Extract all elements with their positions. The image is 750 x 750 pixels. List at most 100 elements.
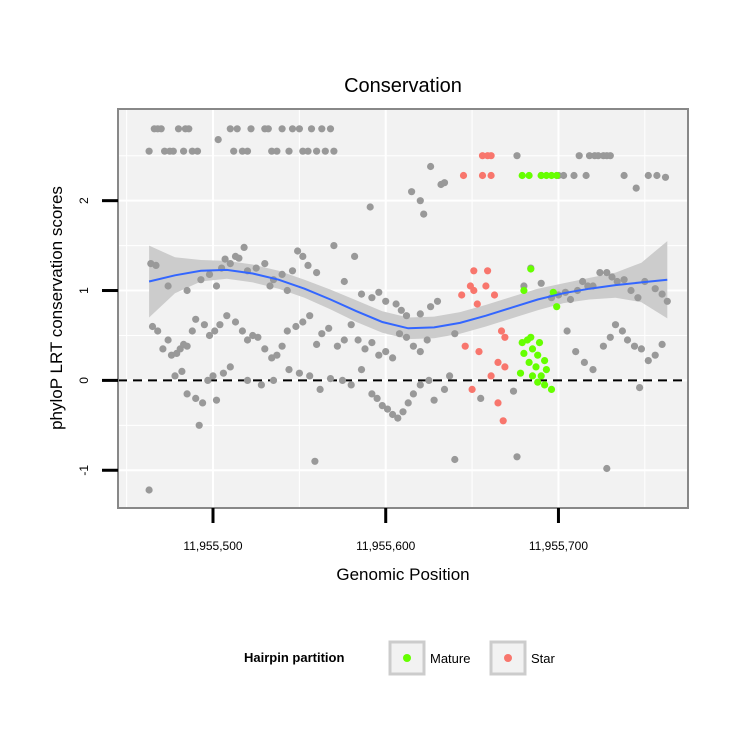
point-other: [295, 125, 303, 133]
point-other: [152, 261, 160, 269]
point-other: [178, 367, 186, 375]
point-other: [423, 336, 431, 344]
point-other: [451, 330, 459, 338]
point-other: [368, 294, 376, 302]
point-mature: [525, 358, 533, 366]
point-other: [200, 321, 208, 329]
point-other: [373, 394, 381, 402]
legend-marker-mature: [403, 654, 411, 662]
point-mature: [516, 369, 525, 377]
point-other: [606, 333, 614, 341]
point-other: [658, 340, 666, 348]
y-tick-label: 0: [77, 377, 91, 384]
chart-title: Conservation: [344, 75, 462, 97]
point-other: [399, 408, 407, 416]
point-other: [164, 336, 172, 344]
point-other: [252, 264, 260, 272]
point-other: [651, 351, 659, 359]
point-other: [326, 125, 335, 133]
point-other: [278, 270, 286, 278]
point-other: [193, 147, 202, 155]
point-star: [478, 171, 487, 180]
point-other: [278, 125, 286, 133]
point-star: [494, 358, 502, 366]
point-other: [375, 351, 383, 359]
point-mature: [541, 381, 549, 389]
point-other: [389, 354, 397, 362]
point-mature: [534, 351, 542, 359]
point-other: [212, 396, 221, 404]
point-other: [416, 381, 424, 389]
point-other: [269, 376, 278, 384]
point-star: [490, 291, 499, 299]
point-other: [357, 366, 366, 374]
point-other: [313, 147, 321, 155]
point-other: [154, 327, 162, 335]
point-mature: [528, 345, 537, 353]
point-other: [318, 330, 326, 338]
point-mature: [534, 378, 542, 386]
point-mature: [527, 265, 535, 273]
point-other: [238, 327, 246, 335]
y-axis: -1 0 1 2: [77, 197, 118, 476]
point-other: [209, 372, 217, 380]
point-other: [395, 330, 404, 338]
point-other: [382, 348, 390, 356]
point-other: [283, 286, 291, 295]
point-other: [318, 125, 326, 133]
point-other: [408, 188, 416, 196]
point-other: [572, 348, 580, 356]
y-axis-title: phyloP LRT conservation scores: [47, 186, 66, 430]
point-star: [487, 372, 495, 380]
point-other: [306, 312, 314, 320]
point-other: [402, 333, 411, 341]
point-other: [637, 345, 646, 353]
legend: Hairpin partition Mature Star: [244, 640, 556, 676]
point-mature: [518, 171, 526, 180]
x-tick-label: 11,955,700: [529, 539, 588, 553]
point-mature: [553, 303, 561, 311]
point-other: [589, 366, 597, 374]
point-other: [440, 385, 449, 393]
point-star: [470, 267, 478, 275]
point-other: [214, 136, 222, 144]
point-other: [663, 297, 671, 305]
point-other: [188, 147, 196, 155]
point-other: [230, 147, 238, 155]
point-other: [313, 340, 321, 348]
point-other: [389, 410, 397, 419]
y-tick-label: 2: [77, 197, 91, 204]
point-other: [204, 376, 212, 384]
point-mature: [553, 171, 561, 180]
point-other: [618, 327, 627, 335]
point-other: [180, 147, 188, 155]
point-other: [451, 455, 459, 464]
point-other: [261, 345, 269, 353]
point-other: [368, 390, 376, 398]
point-other: [425, 376, 433, 384]
point-other: [351, 252, 359, 260]
point-other: [603, 464, 611, 473]
point-other: [195, 421, 203, 429]
point-other: [171, 372, 179, 380]
point-mature: [520, 349, 528, 357]
point-mature: [537, 171, 545, 180]
point-other: [594, 152, 602, 160]
point-other: [304, 261, 312, 269]
point-other: [145, 147, 153, 155]
point-other: [316, 385, 324, 393]
legend-title: Hairpin partition: [244, 650, 344, 665]
point-mature: [537, 372, 545, 380]
point-other: [513, 152, 521, 160]
point-other: [330, 147, 338, 155]
point-other: [599, 342, 608, 350]
point-other: [585, 152, 594, 160]
point-other: [330, 242, 338, 250]
point-other: [273, 147, 281, 155]
legend-key-star: [489, 640, 527, 676]
point-other: [145, 486, 153, 494]
point-other: [409, 342, 417, 350]
point-other: [295, 369, 303, 377]
point-star: [458, 291, 466, 299]
